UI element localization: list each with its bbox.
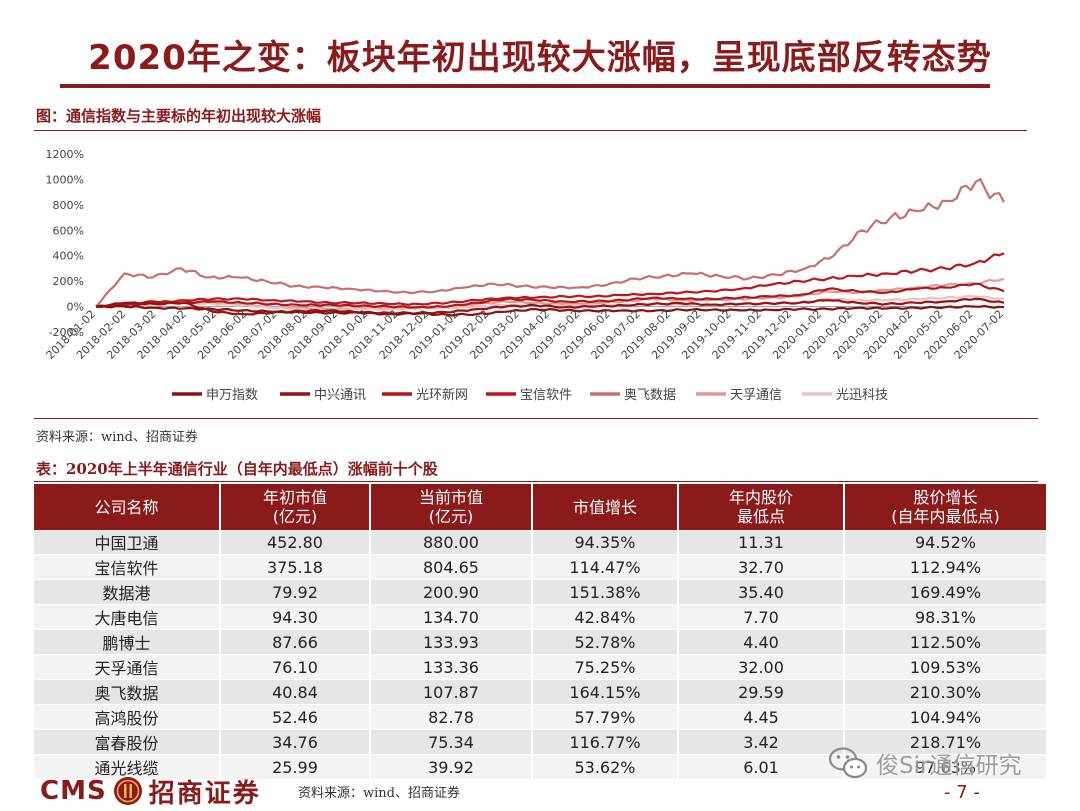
table-header-row: 公司名称 年初市值 (亿元) 当前市值 (亿元) 市值增长 年内股价 最低点 股价增长…: [34, 484, 1046, 530]
legend-item: 天孚通信: [696, 388, 782, 403]
legend-label: 天孚通信: [730, 388, 782, 403]
company-logo: CMS 招商证券: [40, 774, 261, 809]
legend-label: 申万指数: [206, 388, 258, 403]
table-divider: [34, 481, 1038, 482]
table-row: 高鸿股份 52.46 82.78 57.79% 4.45 104.94%: [34, 704, 1046, 730]
table-source: 资料来源：wind、招商证券: [298, 786, 460, 801]
chart-legend: 申万指数 中兴通讯 光环新网 宝信软件 奥飞数据 天孚通信 光迅科技: [172, 387, 888, 403]
header-start-cap: 年初市值 (亿元): [220, 484, 371, 530]
watermark: 俊Sir通信研究: [828, 743, 1021, 783]
series-lines: [95, 178, 1005, 317]
header-company: 公司名称: [34, 484, 221, 530]
page-number: - 7 -: [944, 782, 980, 803]
table-caption: 表：2020年上半年通信行业（自年内最低点）涨幅前十个股: [36, 460, 438, 478]
table-row: 大唐电信 94.30 134.70 42.84% 7.70 98.31%: [34, 604, 1046, 630]
figure-source: 资料来源：wind、招商证券: [36, 430, 198, 445]
table-row: 中国卫通 452.80 880.00 94.35% 11.31 94.52%: [34, 530, 1046, 555]
y-tick-label: 200%: [53, 275, 84, 288]
series-line: [96, 282, 1005, 309]
legend-label: 奥飞数据: [624, 388, 676, 403]
y-tick-label: 1200%: [46, 148, 84, 161]
series-line: [95, 304, 1005, 317]
table-row: 数据港 79.92 200.90 151.38% 35.40 169.49%: [34, 579, 1046, 605]
y-tick-label: 600%: [53, 224, 84, 237]
logo-cms-text: CMS: [40, 776, 107, 806]
table-row: 富春股份 34.76 75.34 116.77% 3.42 218.71%: [34, 729, 1046, 755]
y-tick-label: -200%: [49, 326, 84, 339]
watermark-text: 俊Sir通信研究: [876, 753, 1022, 779]
data-table: 公司名称 年初市值 (亿元) 当前市值 (亿元) 市值增长 年内股价 最低点 股价增长…: [34, 484, 1046, 780]
line-chart: -200% 0% 200% 400% 600% 800% 1000% 1200% 2018-0…: [44, 148, 1006, 403]
table-row: 奥飞数据 40.84 107.87 164.15% 29.59 210.30%: [34, 679, 1046, 705]
logo-badge-icon: [113, 777, 142, 805]
y-tick-label: 800%: [53, 199, 84, 212]
table-row: 通光线缆 25.99 39.92 53.62% 6.01 97.63%: [34, 754, 1046, 780]
header-current-cap: 当前市值 (亿元): [370, 484, 533, 530]
figure-bottom-divider: [34, 418, 1038, 419]
y-tick-label: 1000%: [46, 173, 84, 186]
legend-item: 中兴通讯: [280, 388, 366, 403]
legend-label: 光环新网: [416, 387, 468, 403]
legend-label: 宝信软件: [520, 388, 572, 403]
legend-item: 奥飞数据: [590, 388, 676, 403]
series-line: [95, 178, 1005, 308]
table-row: 鹏博士 87.66 133.93 52.78% 4.40 112.50%: [34, 629, 1046, 655]
y-tick-label: 0%: [67, 301, 84, 314]
table-row: 宝信软件 375.18 804.65 114.47% 32.70 112.94%: [34, 554, 1046, 580]
series-line: [95, 297, 1005, 316]
page-title: 2020年之变：板块年初出现较大涨幅，呈现底部反转态势: [88, 38, 992, 78]
legend-item: 申万指数: [172, 388, 258, 403]
header-low-price: 年内股价 最低点: [678, 484, 845, 530]
title-divider: [60, 84, 990, 88]
header-cap-growth: 市值增长: [532, 484, 679, 530]
figure-divider: [34, 130, 1027, 131]
x-axis: 2018-01-022018-02-022018-03-022018-04-02…: [44, 308, 1006, 362]
logo-cn-text: 招商证券: [148, 778, 261, 809]
y-tick-label: 400%: [53, 250, 84, 263]
series-line: [95, 252, 1005, 309]
header-price-growth: 股价增长 (自年内最低点): [844, 484, 1046, 530]
table-row: 天孚通信 76.10 133.36 75.25% 32.00 109.53%: [34, 654, 1046, 680]
legend-item: 光环新网: [382, 387, 468, 403]
figure-caption: 图：通信指数与主要标的年初出现较大涨幅: [36, 107, 322, 125]
legend-label: 光迅科技: [836, 388, 888, 403]
legend-label: 中兴通讯: [314, 388, 366, 403]
legend-item: 光迅科技: [802, 388, 888, 403]
legend-item: 宝信软件: [486, 388, 572, 403]
wechat-icon: [828, 747, 868, 779]
